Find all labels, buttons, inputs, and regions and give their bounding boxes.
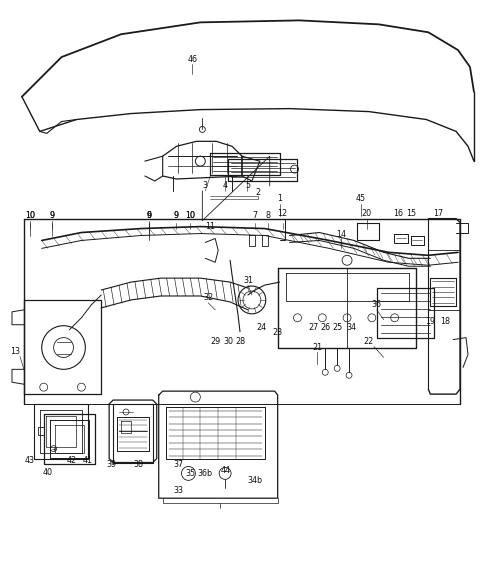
Text: 17: 17: [433, 209, 444, 218]
Text: 28: 28: [235, 337, 245, 346]
Text: 9: 9: [146, 211, 151, 220]
Text: 9: 9: [146, 211, 151, 220]
Text: 2: 2: [255, 188, 261, 197]
Text: 9: 9: [49, 211, 54, 220]
Text: 11: 11: [205, 222, 215, 231]
Text: 32: 32: [203, 294, 213, 302]
Text: 37: 37: [173, 460, 184, 469]
Text: 15: 15: [407, 209, 417, 218]
Text: 34b: 34b: [247, 476, 263, 485]
Text: 34: 34: [346, 323, 356, 332]
Text: 3: 3: [203, 182, 208, 190]
Text: 42: 42: [66, 456, 76, 465]
Text: 13: 13: [10, 347, 20, 356]
Text: 24: 24: [257, 323, 267, 332]
Text: 45: 45: [356, 195, 366, 203]
Text: 22: 22: [364, 337, 374, 346]
Text: 10: 10: [185, 211, 195, 220]
Text: 29: 29: [210, 337, 220, 346]
Text: 30: 30: [223, 337, 233, 346]
Text: 41: 41: [83, 456, 92, 465]
Text: 33: 33: [174, 486, 183, 495]
Text: 46: 46: [187, 54, 197, 63]
Text: 10: 10: [185, 211, 195, 220]
Text: 19: 19: [425, 317, 435, 326]
Text: 9: 9: [49, 211, 54, 220]
Text: 5: 5: [245, 182, 251, 190]
Text: 25: 25: [332, 323, 342, 332]
Text: 44: 44: [220, 466, 230, 475]
Text: 35: 35: [185, 469, 195, 478]
Text: 6: 6: [146, 211, 151, 220]
Text: 1: 1: [277, 195, 282, 203]
Text: 12: 12: [277, 209, 288, 218]
Text: 10: 10: [25, 211, 35, 220]
Text: 36b: 36b: [198, 469, 213, 478]
Text: 36: 36: [372, 301, 382, 309]
Text: 39: 39: [106, 460, 116, 469]
Text: 20: 20: [362, 209, 372, 218]
Text: 9: 9: [173, 211, 178, 220]
Text: 43: 43: [25, 456, 35, 465]
Text: 21: 21: [312, 343, 323, 352]
Text: 31: 31: [243, 275, 253, 285]
Text: 40: 40: [43, 468, 53, 477]
Text: 7: 7: [252, 211, 257, 220]
Text: 16: 16: [394, 209, 404, 218]
Text: 9: 9: [173, 211, 178, 220]
Text: 10: 10: [25, 211, 35, 220]
Text: 26: 26: [320, 323, 330, 332]
Text: 4: 4: [223, 182, 228, 190]
Text: 8: 8: [265, 211, 270, 220]
Text: 38: 38: [134, 460, 144, 469]
Text: 14: 14: [336, 230, 346, 239]
Text: 23: 23: [273, 328, 283, 337]
Text: 27: 27: [308, 323, 319, 332]
Text: 18: 18: [440, 317, 450, 326]
